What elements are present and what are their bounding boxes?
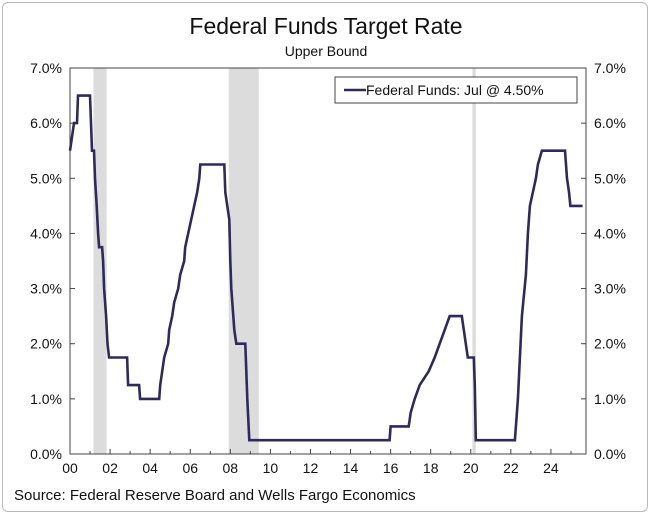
y-tick-label-left: 6.0% bbox=[30, 115, 62, 131]
x-tick-label: 24 bbox=[543, 460, 559, 476]
source-note: Source: Federal Reserve Board and Wells … bbox=[14, 487, 416, 504]
y-tick-label-right: 4.0% bbox=[594, 225, 626, 241]
y-tick-label-right: 7.0% bbox=[594, 60, 626, 76]
chart-subtitle: Upper Bound bbox=[284, 43, 368, 59]
y-tick-label-left: 3.0% bbox=[30, 281, 62, 297]
y-tick-label-right: 2.0% bbox=[594, 336, 626, 352]
x-tick-label: 10 bbox=[263, 460, 279, 476]
x-tick-label: 22 bbox=[503, 460, 519, 476]
x-tick-label: 20 bbox=[463, 460, 479, 476]
y-tick-label-left: 5.0% bbox=[30, 170, 62, 186]
series-line-federal-funds bbox=[68, 94, 583, 442]
y-tick-label-left: 7.0% bbox=[30, 60, 62, 76]
y-tick-label-left: 2.0% bbox=[30, 336, 62, 352]
x-tick-label: 04 bbox=[142, 460, 158, 476]
y-tick-label-right: 5.0% bbox=[594, 170, 626, 186]
recession-shading bbox=[93, 68, 476, 454]
recession-band-2 bbox=[472, 68, 476, 454]
y-tick-label-right: 1.0% bbox=[594, 391, 626, 407]
legend-label: Federal Funds: Jul @ 4.50% bbox=[366, 82, 544, 98]
legend: Federal Funds: Jul @ 4.50% bbox=[334, 76, 578, 104]
legend-box bbox=[334, 76, 578, 104]
x-tick-label: 00 bbox=[62, 460, 78, 476]
x-tick-label: 08 bbox=[223, 460, 239, 476]
series-layer bbox=[68, 94, 583, 442]
axes: 0.0% 0.0% 1.0% 1.0% 2.0% 2.0% 3.0% 3.0% 4.0% 4.0%… bbox=[30, 60, 626, 476]
x-tick-label: 14 bbox=[343, 460, 359, 476]
x-tick-label: 16 bbox=[383, 460, 399, 476]
y-tick-label-left: 4.0% bbox=[30, 225, 62, 241]
y-tick-label-right: 6.0% bbox=[594, 115, 626, 131]
x-tick-label: 02 bbox=[102, 460, 118, 476]
recession-band-0 bbox=[93, 68, 107, 454]
y-tick-label-left: 1.0% bbox=[30, 391, 62, 407]
y-tick-label-left: 0.0% bbox=[30, 446, 62, 462]
chart-frame bbox=[2, 2, 648, 512]
y-tick-label-right: 0.0% bbox=[594, 446, 626, 462]
x-tick-label: 06 bbox=[182, 460, 198, 476]
recession-band-1 bbox=[228, 68, 259, 454]
y-tick-label-right: 3.0% bbox=[594, 281, 626, 297]
chart-title: Federal Funds Target Rate bbox=[189, 13, 463, 39]
x-tick-label: 12 bbox=[303, 460, 319, 476]
plot-area-border bbox=[69, 67, 587, 455]
x-tick-label: 18 bbox=[423, 460, 439, 476]
